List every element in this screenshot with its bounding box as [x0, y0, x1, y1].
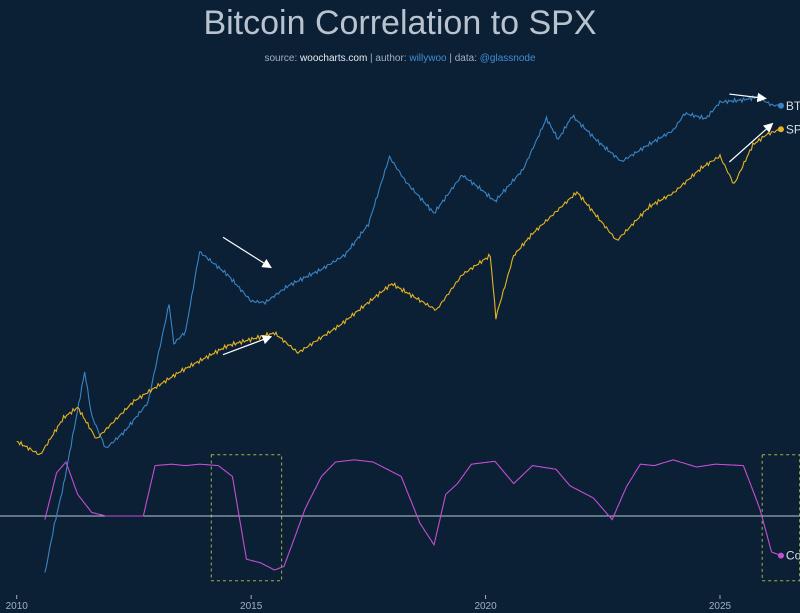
annotation-arrow-4: [728, 122, 774, 163]
source-prefix: source:: [264, 53, 301, 64]
x-tick-label-2020: 2020: [474, 601, 497, 612]
x-tick-label-2010: 2010: [6, 601, 29, 612]
series-label-btc: BTC: [786, 99, 800, 113]
x-tick-label-2015: 2015: [240, 601, 263, 612]
source-value: woocharts.com: [300, 53, 368, 64]
series-line-sp500: [16, 128, 782, 456]
data-prefix: | data:: [446, 53, 480, 64]
annotation-arrows: [222, 92, 774, 356]
author-value: willywoo: [409, 53, 447, 64]
series-label-correlation: Correlation: [786, 549, 800, 563]
series-line-btc: [44, 94, 782, 573]
chart-title: Bitcoin Correlation to SPX: [203, 4, 597, 42]
series-end-marker-btc: [777, 102, 784, 109]
highlight-box-1: [210, 454, 283, 582]
series-line-correlation: [44, 459, 782, 571]
series-label-sp500: SP500: [786, 122, 800, 136]
author-prefix: | author:: [367, 53, 410, 64]
x-tick-label-2025: 2025: [709, 601, 732, 612]
annotation-arrow-2: [222, 335, 273, 356]
annotation-arrow-3: [729, 92, 767, 103]
series-end-labels: BTC SP500 Correlation: [786, 99, 800, 563]
series-end-marker-correlation: [777, 552, 784, 559]
data-value: @glassnode: [479, 53, 536, 64]
x-axis-ticks: 2010 2015 2020 2025: [6, 595, 732, 612]
series-lines: [16, 94, 784, 573]
series-end-marker-sp500: [777, 126, 784, 133]
annotation-arrow-1: [222, 236, 272, 269]
chart-subtitle: source: woocharts.com | author: willywoo…: [0, 53, 800, 64]
